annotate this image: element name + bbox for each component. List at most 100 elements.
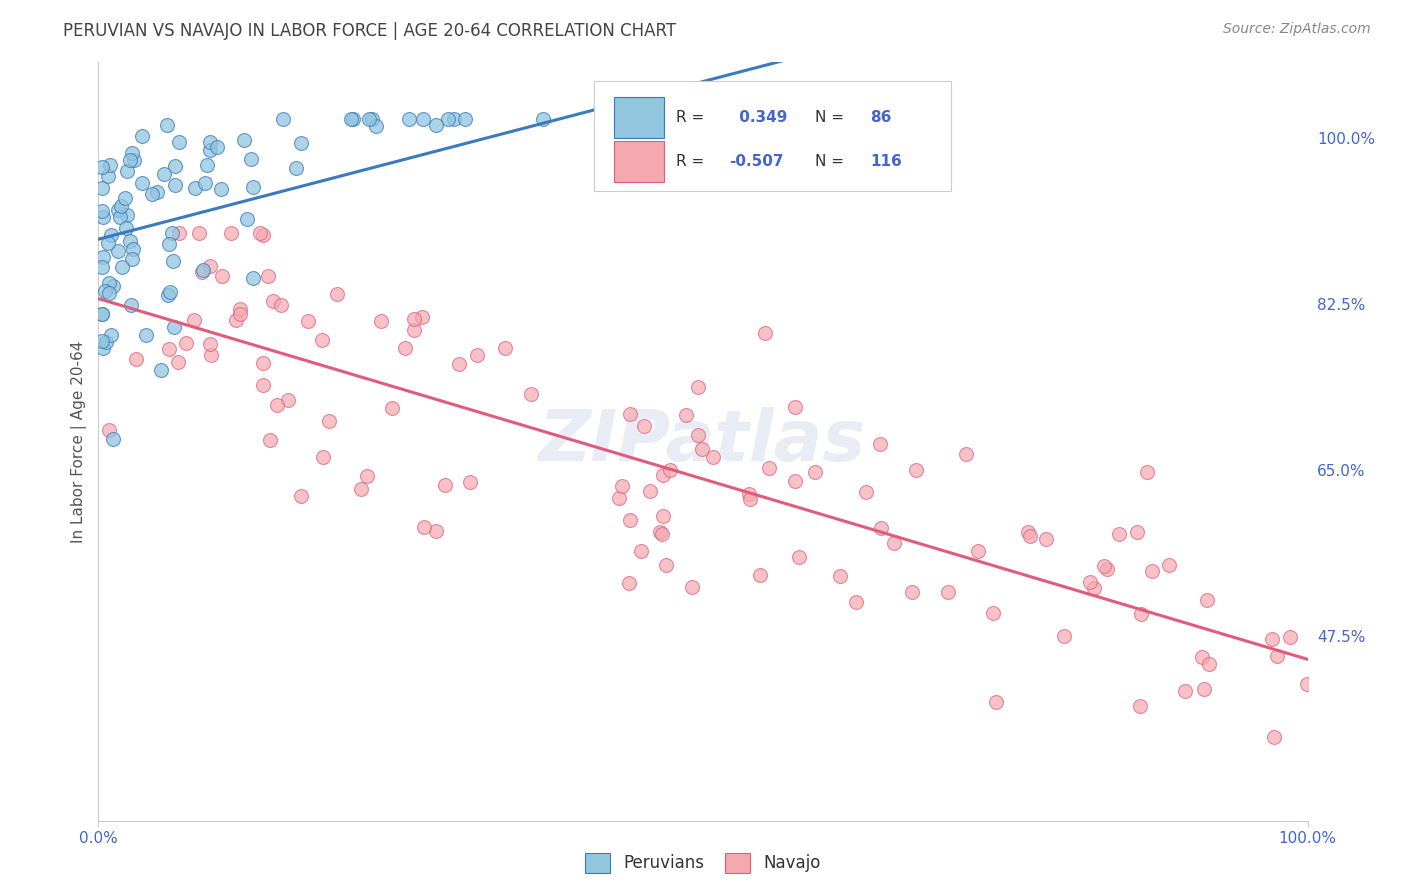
Point <box>91 180 114 194</box>
Point <box>1195 592 1218 607</box>
Point <box>1035 532 1057 546</box>
Point <box>686 428 709 442</box>
Point <box>1279 631 1302 645</box>
Point <box>619 513 641 527</box>
Point <box>276 392 298 407</box>
Point <box>783 400 806 414</box>
Point <box>1191 649 1213 664</box>
Point <box>311 333 333 347</box>
Point <box>91 210 114 224</box>
Point <box>108 210 131 224</box>
Legend: Peruvians, Navajo: Peruvians, Navajo <box>579 847 827 880</box>
Point <box>434 478 457 492</box>
Point <box>633 418 655 433</box>
Point <box>252 228 274 243</box>
Point <box>97 423 120 437</box>
Point <box>887 112 910 127</box>
Point <box>1261 632 1284 647</box>
Point <box>200 348 222 362</box>
Text: N =: N = <box>815 111 849 126</box>
Point <box>91 306 114 320</box>
Point <box>122 153 145 168</box>
Point <box>200 136 222 150</box>
Point <box>97 169 120 183</box>
Point <box>285 161 308 176</box>
Point <box>121 243 143 257</box>
Point <box>98 158 121 172</box>
Point <box>357 112 380 127</box>
Point <box>659 463 682 477</box>
Point <box>340 112 363 127</box>
Point <box>96 335 118 350</box>
Point <box>758 460 780 475</box>
Point <box>91 204 114 219</box>
Point <box>188 226 211 240</box>
Point <box>356 469 378 483</box>
Point <box>404 312 426 326</box>
Point <box>754 326 776 341</box>
Point <box>290 489 312 503</box>
Point <box>720 112 742 127</box>
Point <box>228 301 250 316</box>
Point <box>211 268 233 283</box>
Point <box>425 524 447 538</box>
Point <box>236 212 259 227</box>
Point <box>115 208 138 222</box>
Point <box>131 129 153 144</box>
Point <box>252 355 274 369</box>
Point <box>465 347 488 361</box>
Point <box>361 112 384 127</box>
Point <box>290 136 312 151</box>
Point <box>453 112 475 127</box>
Point <box>262 293 284 308</box>
Point <box>955 447 977 461</box>
Point <box>692 442 714 456</box>
Point <box>242 180 264 194</box>
Point <box>652 508 675 523</box>
Point <box>437 112 460 127</box>
Point <box>145 186 167 200</box>
Point <box>167 226 190 240</box>
Point <box>936 585 959 599</box>
Point <box>651 527 673 541</box>
Point <box>869 521 891 535</box>
Point <box>135 327 157 342</box>
Point <box>905 463 928 477</box>
Point <box>107 203 129 218</box>
Point <box>738 486 761 500</box>
Point <box>447 357 470 371</box>
Point <box>103 278 125 293</box>
Point <box>804 465 827 479</box>
Point <box>619 407 641 421</box>
Point <box>318 414 340 428</box>
Point <box>630 543 652 558</box>
Point <box>100 327 122 342</box>
Text: R =: R = <box>676 154 710 169</box>
Point <box>107 244 129 259</box>
Point <box>825 112 848 127</box>
Point <box>412 520 434 534</box>
Point <box>607 491 630 505</box>
Point <box>121 252 143 267</box>
Y-axis label: In Labor Force | Age 20-64: In Labor Force | Age 20-64 <box>72 341 87 542</box>
Point <box>1194 681 1216 696</box>
Point <box>97 236 120 251</box>
Point <box>242 271 264 285</box>
Point <box>110 199 132 213</box>
Point <box>748 568 770 582</box>
Point <box>740 491 762 506</box>
Text: R =: R = <box>676 111 710 126</box>
Point <box>225 313 247 327</box>
Text: Source: ZipAtlas.com: Source: ZipAtlas.com <box>1223 22 1371 37</box>
Point <box>370 313 392 327</box>
Point <box>1136 466 1159 480</box>
Point <box>458 475 481 489</box>
Point <box>162 253 184 268</box>
Point <box>114 220 136 235</box>
Point <box>91 161 114 175</box>
Point <box>297 314 319 328</box>
Point <box>342 112 364 127</box>
Point <box>1053 629 1076 643</box>
Text: 0.349: 0.349 <box>734 111 787 126</box>
Point <box>266 398 288 412</box>
